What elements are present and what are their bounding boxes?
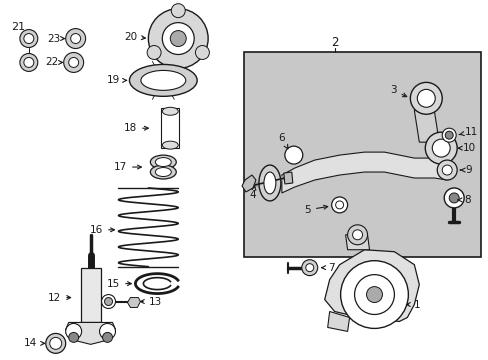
Circle shape (68, 332, 79, 342)
Text: 21: 21 (11, 22, 25, 32)
Circle shape (444, 131, 452, 139)
Circle shape (162, 23, 194, 54)
Circle shape (425, 132, 456, 164)
Text: 10: 10 (457, 143, 475, 153)
Bar (81, 268, 101, 323)
Circle shape (20, 54, 38, 71)
Circle shape (147, 45, 161, 59)
Circle shape (285, 146, 302, 164)
Text: 6: 6 (278, 133, 287, 149)
Circle shape (340, 261, 407, 328)
Circle shape (335, 201, 343, 209)
Circle shape (354, 275, 394, 315)
Ellipse shape (155, 167, 171, 176)
Text: 9: 9 (459, 165, 471, 175)
Bar (161, 108, 179, 148)
Circle shape (352, 230, 362, 240)
Ellipse shape (264, 172, 275, 194)
Text: 20: 20 (123, 32, 145, 41)
Circle shape (301, 260, 317, 276)
Polygon shape (413, 110, 438, 142)
Polygon shape (327, 311, 349, 332)
Text: 19: 19 (107, 75, 126, 85)
Polygon shape (324, 250, 419, 321)
Circle shape (71, 33, 81, 44)
Circle shape (102, 294, 115, 309)
Ellipse shape (155, 158, 171, 167)
Text: 14: 14 (24, 338, 44, 348)
Text: 23: 23 (47, 33, 64, 44)
Circle shape (441, 128, 455, 142)
Circle shape (50, 337, 61, 349)
Ellipse shape (162, 107, 178, 115)
Text: 4: 4 (249, 186, 256, 200)
Circle shape (65, 28, 85, 49)
Ellipse shape (259, 165, 280, 201)
Text: 17: 17 (114, 162, 141, 172)
Circle shape (20, 30, 38, 48)
Polygon shape (242, 175, 255, 192)
Circle shape (331, 197, 347, 213)
Text: 2: 2 (330, 36, 338, 49)
Circle shape (63, 53, 83, 72)
Circle shape (195, 45, 209, 59)
Circle shape (104, 298, 112, 306)
Circle shape (171, 4, 185, 18)
Circle shape (102, 332, 112, 342)
Circle shape (416, 89, 434, 107)
Text: 7: 7 (321, 263, 334, 273)
Polygon shape (283, 172, 292, 184)
Circle shape (148, 9, 208, 68)
Text: 16: 16 (90, 225, 114, 235)
Ellipse shape (150, 155, 176, 169)
Text: 22: 22 (45, 58, 62, 67)
Polygon shape (65, 323, 115, 345)
Circle shape (170, 31, 186, 46)
Circle shape (409, 82, 441, 114)
Circle shape (448, 193, 458, 203)
Text: 18: 18 (123, 123, 148, 133)
Text: 12: 12 (48, 293, 70, 302)
Polygon shape (345, 235, 369, 250)
Circle shape (436, 160, 456, 180)
Circle shape (431, 139, 449, 157)
Circle shape (100, 323, 115, 339)
Ellipse shape (141, 71, 185, 90)
Circle shape (68, 58, 79, 67)
Text: 5: 5 (304, 205, 327, 215)
Circle shape (65, 323, 81, 339)
Text: 8: 8 (457, 195, 469, 205)
Circle shape (366, 287, 382, 302)
Circle shape (24, 58, 34, 67)
Circle shape (305, 264, 313, 272)
Bar (244, 53, 480, 257)
Circle shape (443, 188, 463, 208)
Polygon shape (281, 152, 447, 193)
Circle shape (24, 33, 34, 44)
Text: 1: 1 (406, 300, 420, 310)
Circle shape (46, 333, 65, 353)
Polygon shape (127, 298, 140, 307)
Ellipse shape (150, 165, 176, 179)
Text: 13: 13 (140, 297, 162, 306)
Circle shape (441, 165, 451, 175)
Text: 15: 15 (107, 279, 131, 289)
Text: 11: 11 (458, 127, 477, 137)
Circle shape (347, 225, 367, 245)
Ellipse shape (162, 141, 178, 149)
Ellipse shape (129, 64, 197, 96)
Text: 3: 3 (389, 85, 406, 97)
